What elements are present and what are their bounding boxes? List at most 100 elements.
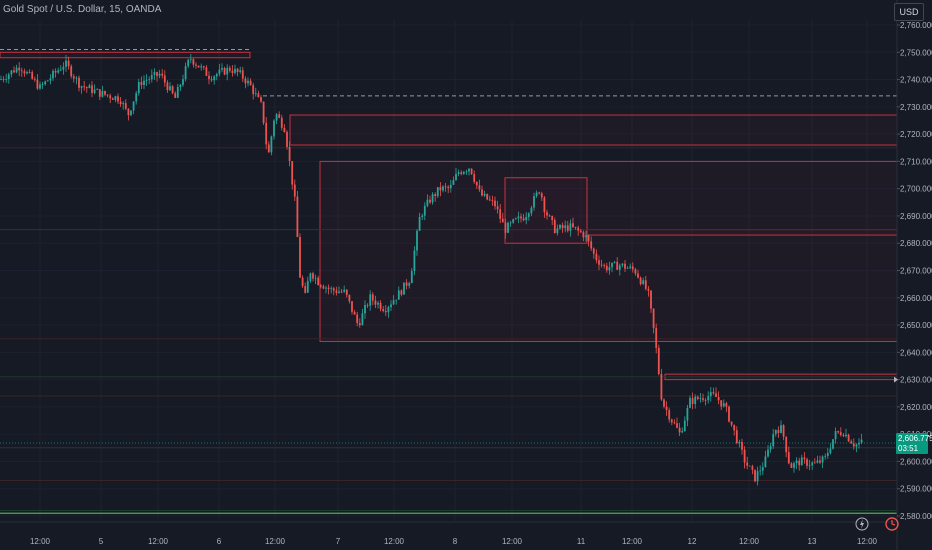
candle-body <box>65 60 67 67</box>
candle-body <box>384 310 387 313</box>
price-marker-arrow <box>894 376 898 383</box>
candle-body <box>410 270 413 284</box>
candle-body <box>221 68 223 70</box>
candle-body <box>405 282 408 286</box>
candle-body <box>387 307 390 313</box>
candle-body <box>382 309 385 311</box>
candle-body <box>23 71 26 74</box>
candle-body <box>374 300 377 305</box>
lightning-icon[interactable] <box>855 517 869 531</box>
candle-body <box>244 78 247 84</box>
chart-title: Gold Spot / U.S. Dollar, 15, OANDA <box>3 4 162 15</box>
candle-body <box>860 439 863 443</box>
candle-body <box>785 436 788 453</box>
candle-body <box>598 260 600 265</box>
candle-body <box>205 67 208 76</box>
time-tick-label: 12:00 <box>148 537 169 546</box>
candle-body <box>728 406 730 422</box>
candle-body <box>751 466 754 470</box>
candle-body <box>741 441 743 450</box>
candle-body <box>163 75 166 83</box>
candle-body <box>595 253 598 261</box>
price-tick-label: 2,590.000 <box>900 485 932 494</box>
candle-body <box>93 89 96 93</box>
candle-body <box>663 399 665 407</box>
candle-body <box>283 127 286 133</box>
candle-body <box>702 398 704 400</box>
candle-body <box>0 78 2 80</box>
candle-body <box>704 399 707 401</box>
candle-body <box>647 288 650 291</box>
candle-body <box>192 59 195 65</box>
candle-body <box>624 263 626 269</box>
candle-body <box>416 230 418 251</box>
candle-body <box>587 235 590 242</box>
candle-body <box>514 218 517 220</box>
candle-body <box>361 313 364 326</box>
candle-body <box>88 85 91 89</box>
candle-body <box>189 59 192 61</box>
candle-body <box>452 180 455 185</box>
time-tick-label: 12:00 <box>739 537 760 546</box>
candle-body <box>397 290 400 300</box>
candle-body <box>533 196 535 208</box>
alert-clock-icon[interactable] <box>885 517 899 531</box>
candle-body <box>31 72 34 79</box>
candle-body <box>408 283 411 286</box>
time-tick-label: 12:00 <box>502 537 523 546</box>
candle-body <box>699 398 702 400</box>
candle-body <box>423 205 426 216</box>
candle-body <box>13 70 15 73</box>
candle-body <box>754 469 756 482</box>
candle-body <box>96 89 99 90</box>
price-tick-label: 2,690.000 <box>900 212 932 221</box>
candle-body <box>434 194 437 197</box>
candle-body <box>304 286 307 293</box>
candle-body <box>377 302 379 305</box>
candle-body <box>650 290 652 309</box>
candle-body <box>468 168 470 172</box>
candle-body <box>239 70 242 73</box>
candle-body <box>46 80 49 82</box>
candle-body <box>694 396 697 404</box>
candle-body <box>858 442 860 445</box>
candle-body <box>231 70 234 73</box>
candle-body <box>855 444 858 447</box>
candle-body <box>148 79 151 81</box>
candle-body <box>442 186 444 191</box>
candle-body <box>525 216 528 221</box>
candle-body <box>413 250 416 271</box>
candle-body <box>197 65 200 68</box>
candle-body <box>137 82 140 94</box>
candle-body <box>847 434 850 442</box>
price-tick-label: 2,580.000 <box>900 512 932 521</box>
candle-body <box>117 96 119 102</box>
time-tick-label: 5 <box>99 537 104 546</box>
candle-body <box>332 288 335 291</box>
candle-body <box>150 74 153 80</box>
candle-body <box>353 311 356 315</box>
price-tick-label: 2,680.000 <box>900 239 932 248</box>
candle-body <box>637 273 639 278</box>
candle-body <box>696 396 699 399</box>
candle-body <box>686 407 689 421</box>
candle-body <box>559 225 561 229</box>
candle-body <box>325 287 327 289</box>
candle-body <box>429 199 431 203</box>
last-price-value: 2,606.775 <box>898 433 932 443</box>
candle-body <box>522 218 525 221</box>
candle-body <box>288 146 291 162</box>
candle-body <box>299 237 301 278</box>
candle-body <box>660 374 663 400</box>
time-tick-label: 13 <box>808 537 817 546</box>
candle-body <box>75 77 78 79</box>
candle-body <box>470 168 473 175</box>
price-axis: 2,580.0002,590.0002,600.0002,610.0002,62… <box>894 0 932 550</box>
candle-body <box>166 82 169 91</box>
candle-body <box>486 193 489 200</box>
candle-body <box>665 406 668 411</box>
candle-body <box>507 222 509 233</box>
currency-button[interactable]: USD <box>894 3 924 21</box>
candle-body <box>202 66 205 68</box>
